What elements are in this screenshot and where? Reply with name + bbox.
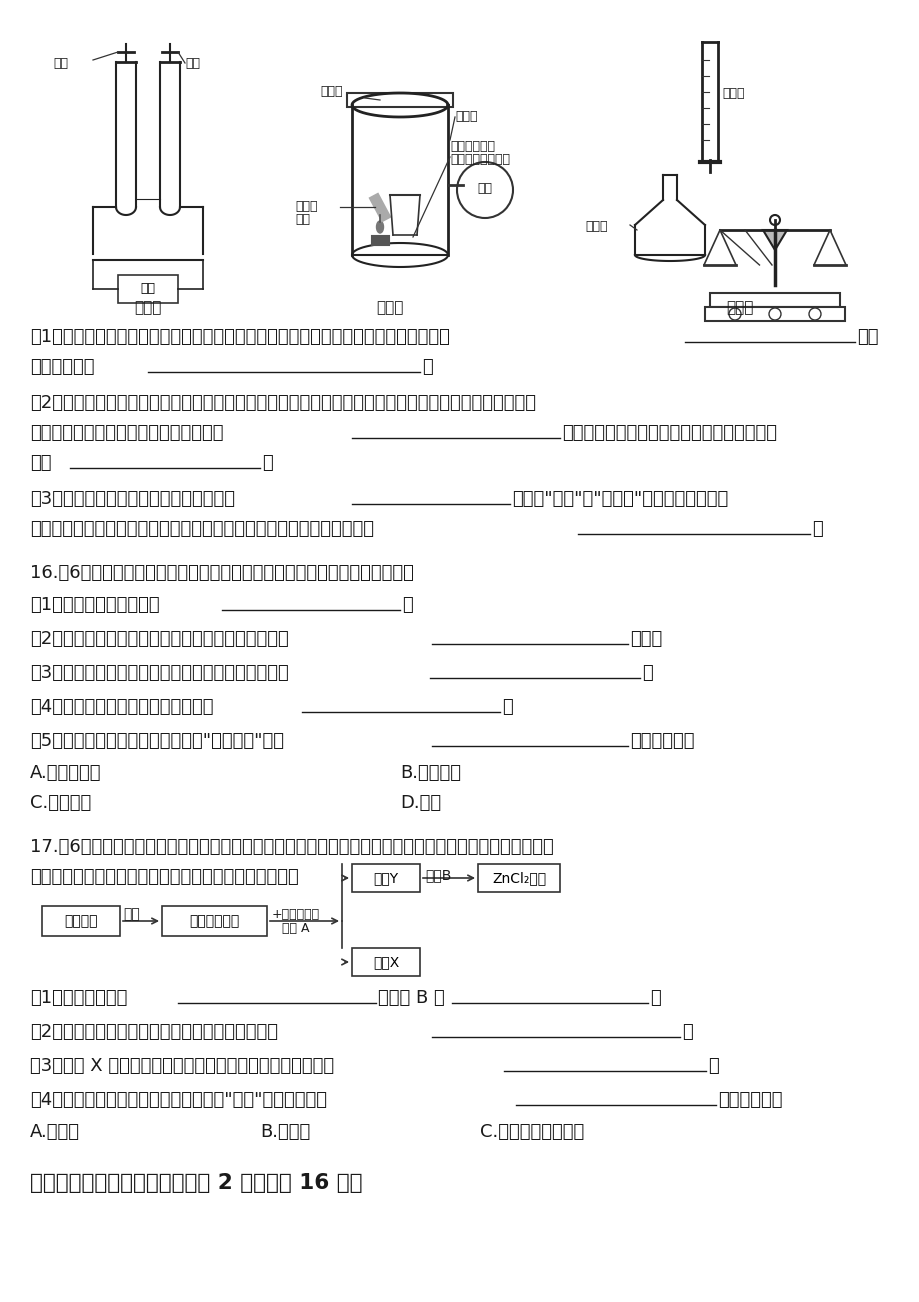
Text: 必须: 必须 [30,454,51,473]
Text: （2）洗涤剂能去除餐具上的油污，是因为洗涤剂具有: （2）洗涤剂能去除餐具上的油污，是因为洗涤剂具有 [30,630,289,648]
Text: 固体X: 固体X [372,954,399,969]
Circle shape [769,215,779,225]
Text: D.白纸: D.白纸 [400,794,440,812]
Text: （5）下列物品大量使用可能会造成"白色污染"的是: （5）下列物品大量使用可能会造成"白色污染"的是 [30,732,284,750]
Text: （3）实验三中，反应结束后，观察到天平: （3）实验三中，反应结束后，观察到天平 [30,490,234,508]
FancyBboxPatch shape [704,307,844,322]
Text: （填字母）。: （填字母）。 [630,732,694,750]
Text: 实验二: 实验二 [376,299,403,315]
FancyBboxPatch shape [162,906,267,936]
Text: 燃着的: 燃着的 [295,201,317,214]
Text: （1）粉碎的目的是: （1）粉碎的目的是 [30,990,127,1006]
Text: +过量稀盐酸: +过量稀盐酸 [272,907,320,921]
Text: （4）下列方法中能鉴定该仿冒黄金不是"真金"的化学方法是: （4）下列方法中能鉴定该仿冒黄金不是"真金"的化学方法是 [30,1091,326,1109]
FancyBboxPatch shape [352,865,420,892]
FancyBboxPatch shape [709,293,839,307]
Text: （1）使用铁锅炒菜可预防: （1）使用铁锅炒菜可预防 [30,596,160,615]
Text: 活塞: 活塞 [185,57,199,70]
Text: B.测密度: B.测密度 [260,1124,310,1141]
Circle shape [728,309,740,320]
Text: 作用。: 作用。 [630,630,662,648]
Circle shape [808,309,820,320]
Text: ，操作 B 是: ，操作 B 是 [378,990,444,1006]
Text: 塑料盖: 塑料盖 [320,85,342,98]
Text: ，通过此实验可得出有易燃气体或粉尘的场所: ，通过此实验可得出有易燃气体或粉尘的场所 [562,424,777,441]
Text: 开，蜡烛熄灭。爆炸后蜡烛熄灭的原因是: 开，蜡烛熄灭。爆炸后蜡烛熄灭的原因是 [30,424,223,441]
Text: （填字母）。: （填字母）。 [717,1091,782,1109]
Text: 。: 。 [402,596,413,615]
Text: 稀盐酸: 稀盐酸 [721,87,743,100]
FancyBboxPatch shape [118,275,177,303]
Text: （2）加人过量稀盐酸后发生的反应的化学方程式为: （2）加人过量稀盐酸后发生的反应的化学方程式为 [30,1023,278,1042]
Text: 实验三: 实验三 [725,299,753,315]
Text: 活塞: 活塞 [53,57,68,70]
FancyBboxPatch shape [352,948,420,976]
Text: 电源: 电源 [141,283,155,296]
Text: 无盖小塑料桶: 无盖小塑料桶 [449,141,494,154]
Text: 实验的结论为: 实验的结论为 [30,358,95,376]
Text: C.浸入硝酸银溶液中: C.浸入硝酸银溶液中 [480,1124,584,1141]
Text: 操作B: 操作B [425,868,450,881]
Text: 金的成分，某化学兴趣小组的同学对其进行了如下处理：: 金的成分，某化学兴趣小组的同学对其进行了如下处理： [30,868,299,885]
Text: 仿订黄金粉末: 仿订黄金粉末 [189,914,239,928]
Text: C.塑料薄膜: C.塑料薄膜 [30,794,91,812]
Text: （4）区分真羊毛和人造羊毛的方法是: （4）区分真羊毛和人造羊毛的方法是 [30,698,213,716]
Polygon shape [762,230,786,250]
Text: 操作 A: 操作 A [282,922,309,935]
Text: （选填"平衡"或"不平衡"），则可用于验证: （选填"平衡"或"不平衡"），则可用于验证 [512,490,728,508]
Text: 。: 。 [681,1023,692,1042]
Text: 液体Y: 液体Y [373,871,398,885]
Text: （3）打开碳酸饮料的瓶盖后有大量气泡冒出，原因是: （3）打开碳酸饮料的瓶盖后有大量气泡冒出，原因是 [30,664,289,682]
Text: （3）固体 X 是一种红色金属，则该仿冒黄金中的主要成分有: （3）固体 X 是一种红色金属，则该仿冒黄金中的主要成分有 [30,1057,334,1075]
Text: 。: 。 [641,664,652,682]
Text: 。: 。 [502,698,512,716]
Text: 。: 。 [422,358,432,376]
Text: 16.（6分）化学与我们的生产、生活息息相关。请用化学知识回答下刻问题。: 16.（6分）化学与我们的生产、生活息息相关。请用化学知识回答下刻问题。 [30,564,414,582]
FancyBboxPatch shape [478,865,560,892]
Text: （内装干燥面粉）: （内装干燥面粉） [449,154,509,165]
Circle shape [768,309,780,320]
Text: 。: 。 [811,519,822,538]
Text: ZnCl₂品体: ZnCl₂品体 [492,871,546,885]
Circle shape [457,161,513,217]
Text: A.灼烧法: A.灼烧法 [30,1124,80,1141]
Text: 四、实验与探究题（本大题包括 2 小题，共 16 分）: 四、实验与探究题（本大题包括 2 小题，共 16 分） [30,1173,362,1193]
Text: 粉碎: 粉碎 [123,907,141,921]
Text: B.塑料水管: B.塑料水管 [400,764,460,783]
Text: 蜡烛: 蜡烛 [295,214,310,227]
Text: 17.（6分）黄金价格昂贵，不法商贩会用各种具有金黄色外观的物质冒充黄金以牟取利益。为探究某仿冒黄: 17.（6分）黄金价格昂贵，不法商贩会用各种具有金黄色外观的物质冒充黄金以牟取利… [30,838,553,855]
Text: 质量守恒定律；若将锥形瓶改为烧杯，则不能验证质量守恒定律，原因是: 质量守恒定律；若将锥形瓶改为烧杯，则不能验证质量守恒定律，原因是 [30,519,374,538]
Text: 碳酸钠: 碳酸钠 [584,220,607,233]
Text: 金属筒: 金属筒 [455,109,477,122]
Text: A.铝合金门窗: A.铝合金门窗 [30,764,101,783]
Ellipse shape [376,221,383,233]
FancyBboxPatch shape [346,92,452,107]
Text: 。: 。 [262,454,272,473]
Text: 。: 。 [650,990,660,1006]
Text: ，此: ，此 [857,328,878,346]
Text: 实验一: 实验一 [134,299,162,315]
Text: 仿冒黄金: 仿冒黄金 [64,914,97,928]
Text: 鼓气: 鼓气 [477,182,492,195]
FancyBboxPatch shape [42,906,119,936]
Text: 。: 。 [708,1057,718,1075]
Text: （2）实验二中，将蜡烛点燃后放入金属筒内，盖上塑料盖，鼓气将面粉吹起，瞬间发生爆炸，塑料盖被冲: （2）实验二中，将蜡烛点燃后放入金属筒内，盖上塑料盖，鼓气将面粉吹起，瞬间发生爆… [30,395,536,411]
Text: （1）实验一中，将燃着的木条放在与电源负极相连的管口，打开活塞，观察到的现象是: （1）实验一中，将燃着的木条放在与电源负极相连的管口，打开活塞，观察到的现象是 [30,328,449,346]
